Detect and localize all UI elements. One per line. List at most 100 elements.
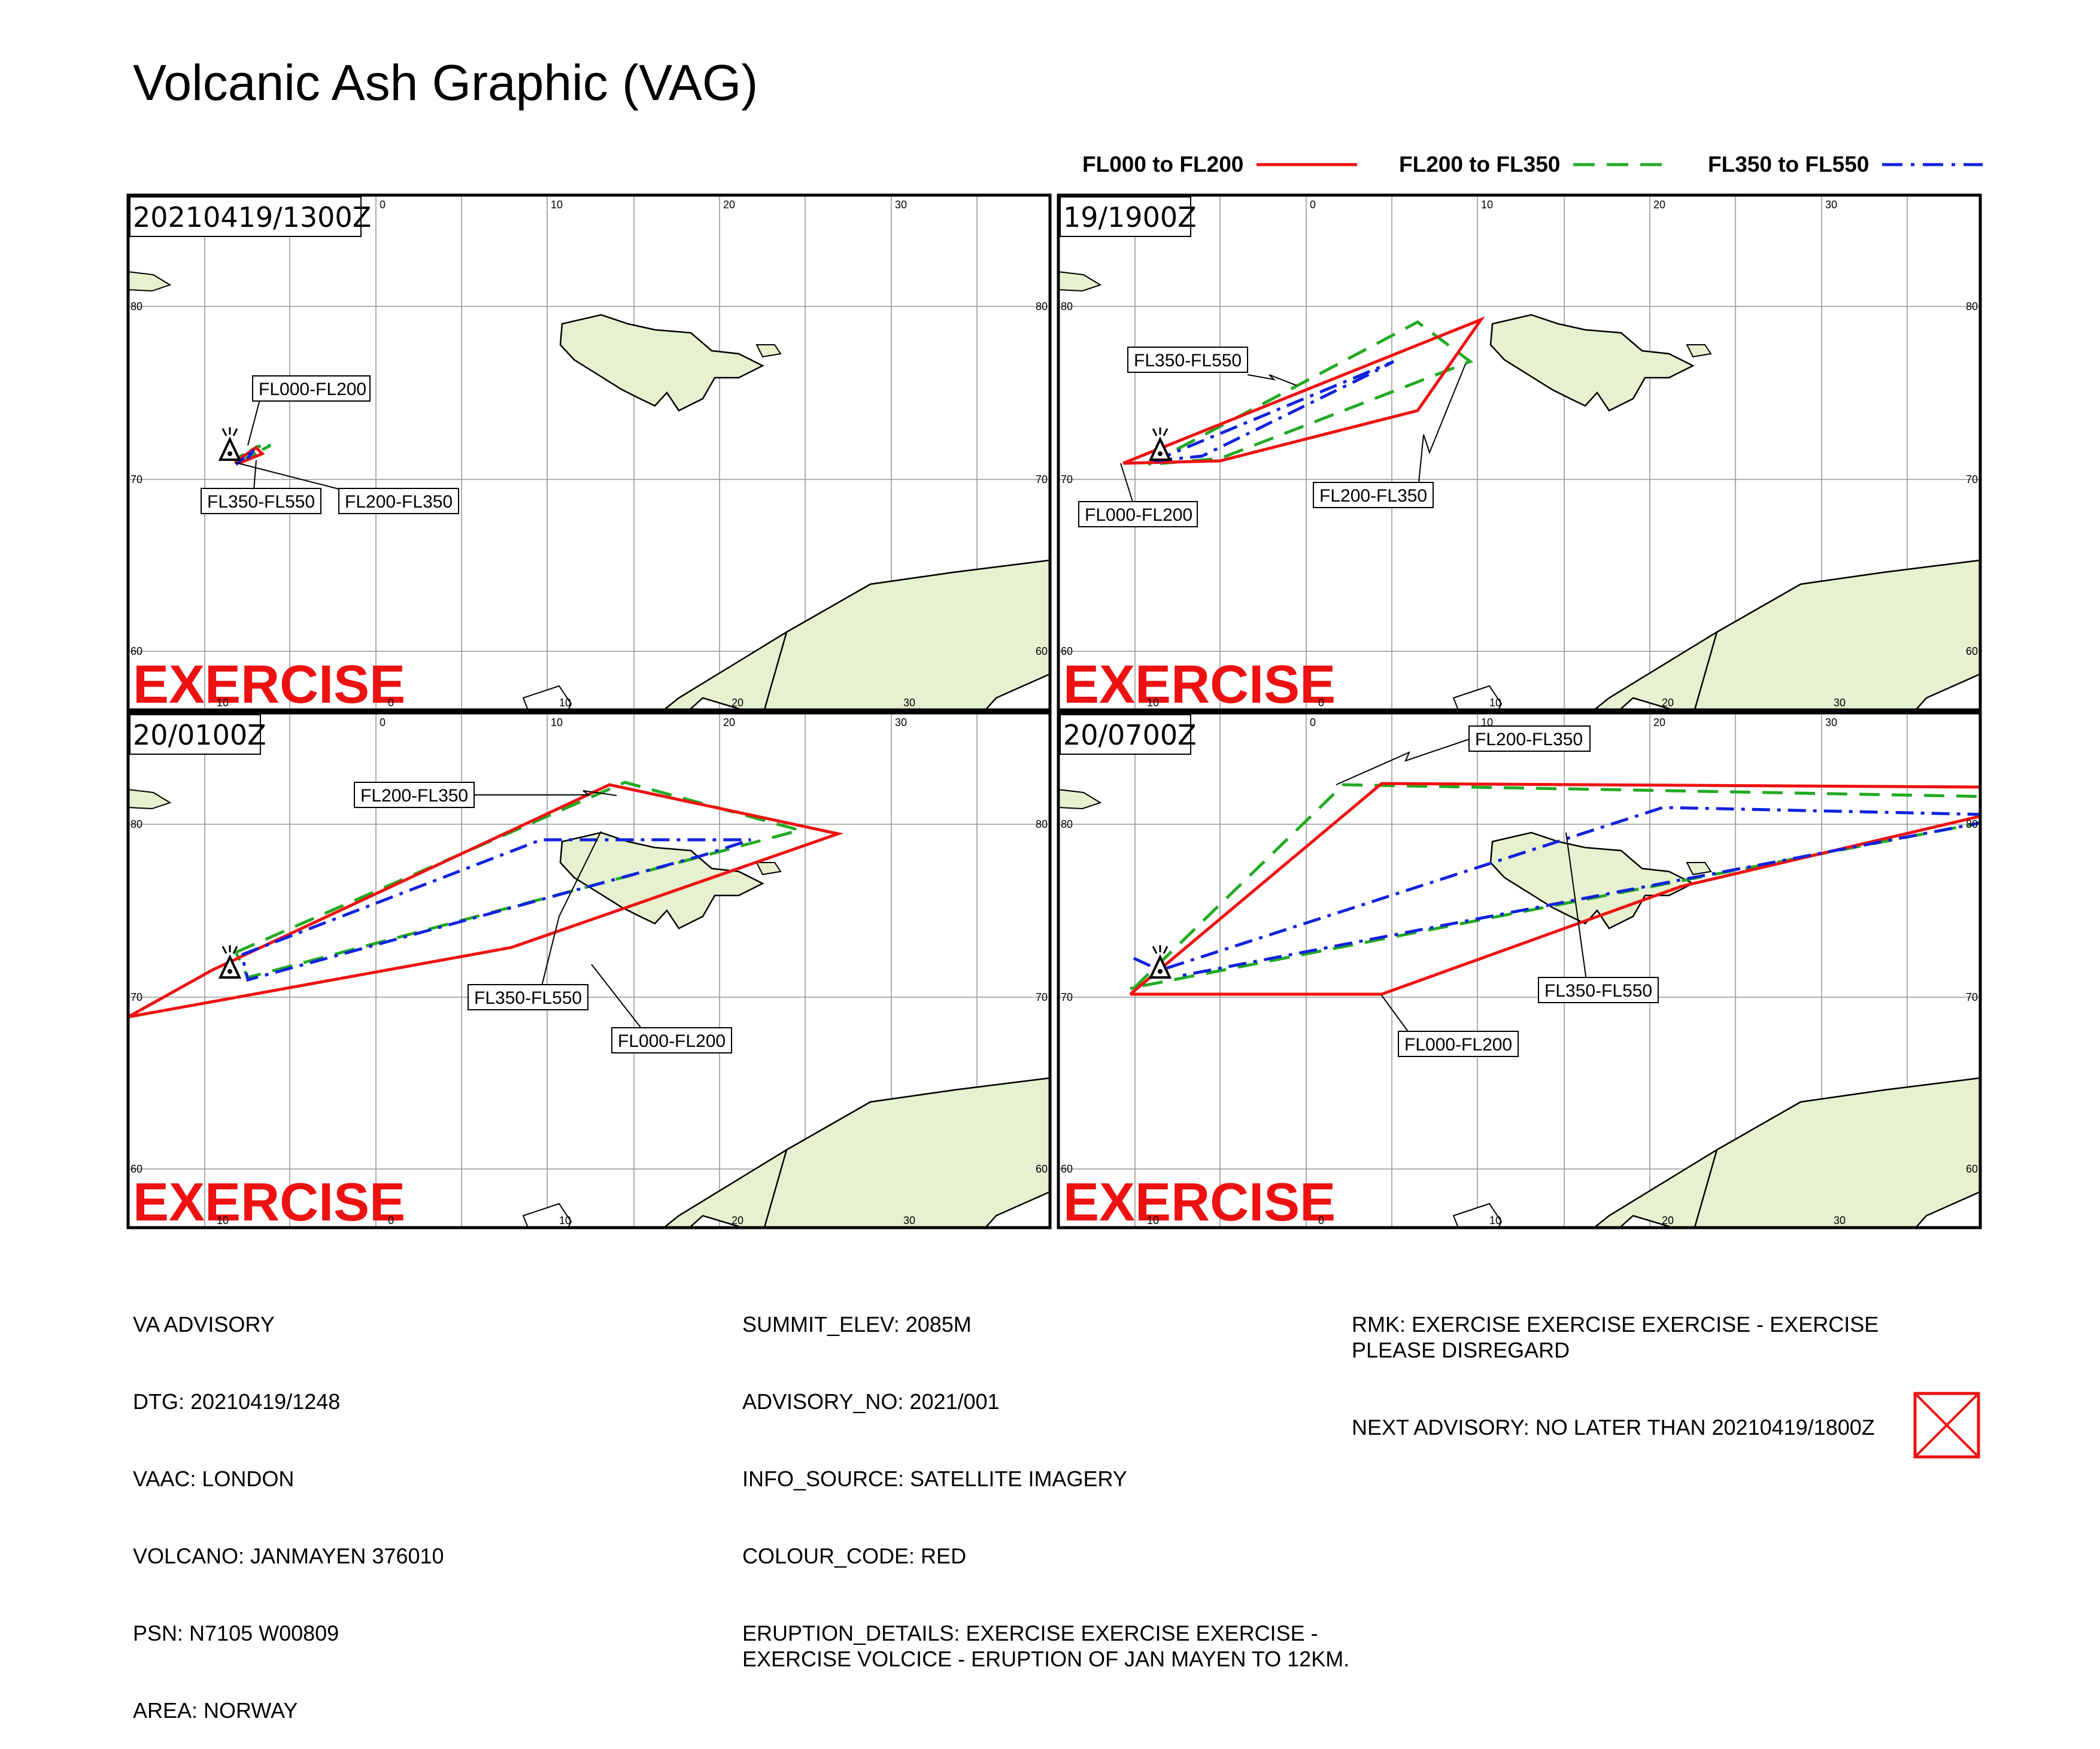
lon-tick-label: 20	[1662, 1214, 1674, 1226]
lon-tick-label: 20	[1662, 697, 1674, 709]
lon-tick-label: 10	[1481, 199, 1493, 211]
layer-label: FL350-FL550	[207, 492, 315, 512]
va-map-grid: EXERCISE 20210419/1300Z FL000-FL200 FL35…	[126, 193, 1982, 1232]
exercise-watermark: EXERCISE	[1063, 655, 1336, 715]
lon-tick-label: 20	[732, 1214, 744, 1226]
advisory-line: VOLCANO: JANMAYEN 376010	[133, 1544, 444, 1568]
lon-tick-label: 30	[1825, 716, 1837, 728]
map-panel-1: EXERCISE 20210419/1300Z FL000-FL200 FL35…	[126, 193, 1052, 715]
lon-tick-label: 10	[1147, 1214, 1159, 1226]
layer-label: FL200-FL350	[345, 492, 453, 512]
panel-time: 20/0700Z	[1063, 719, 1197, 751]
legend-label-fl200: FL200 to FL350	[1399, 152, 1561, 177]
advisory-column-mid: SUMMIT_ELEV: 2085M ADVISORY_NO: 2021/001…	[742, 1260, 1353, 1698]
lon-tick-label: 0	[388, 1214, 394, 1226]
fl200-ash-area	[1130, 783, 1980, 990]
lat-tick-label: 60	[131, 645, 142, 657]
lat-tick-label: 70	[1061, 473, 1073, 485]
lat-tick-label: 80	[1036, 300, 1048, 312]
lon-tick-label: 30	[895, 716, 907, 728]
layer-label: FL200-FL350	[1319, 486, 1427, 506]
advisory-line: DTG: 20210419/1248	[133, 1389, 341, 1414]
lat-tick-label: 60	[1966, 1163, 1978, 1175]
lon-tick-label: 0	[1318, 697, 1324, 709]
lon-tick-label: 10	[1147, 697, 1159, 709]
layer-label: FL350-FL550	[1544, 981, 1652, 1001]
lat-tick-label: 80	[1036, 818, 1048, 830]
lon-tick-label: 20	[732, 697, 744, 709]
dashed-line-icon	[1573, 163, 1674, 166]
advisory-line: VA ADVISORY	[133, 1312, 275, 1337]
advisory-line: INFO_SOURCE: SATELLITE IMAGERY	[742, 1466, 1127, 1491]
lat-tick-label: 70	[1036, 991, 1048, 1003]
advisory-line: PSN: N7105 W00809	[133, 1621, 339, 1645]
dashdot-line-icon	[1882, 163, 1983, 166]
lon-tick-label: 0	[1310, 716, 1316, 728]
advisory-line: ADVISORY_NO: 2021/001	[742, 1389, 1000, 1414]
lat-tick-label: 70	[1036, 473, 1048, 485]
exercise-cross-icon	[1913, 1392, 1980, 1459]
fl350-ash-area	[1133, 806, 1980, 978]
lon-tick-label: 10	[217, 697, 229, 709]
legend-label-fl000: FL000 to FL200	[1082, 152, 1244, 177]
layer-label: FL000-FL200	[1085, 505, 1192, 525]
lon-tick-label: 0	[380, 716, 386, 728]
fl000-ash-area	[128, 783, 844, 1019]
lat-tick-label: 60	[1966, 645, 1978, 657]
lat-tick-label: 80	[1966, 818, 1978, 830]
lon-tick-label: 0	[1318, 1214, 1324, 1226]
layer-label: FL200-FL350	[1475, 730, 1583, 749]
exercise-watermark: EXERCISE	[133, 1173, 405, 1232]
layer-label: FL350-FL550	[1134, 351, 1242, 371]
legend-item-fl000: FL000 to FL200	[1082, 147, 1358, 183]
panel-time: 19/1900Z	[1063, 201, 1197, 233]
page-title: Volcanic Ash Graphic (VAG)	[133, 54, 758, 111]
advisory-column-left: VA ADVISORY DTG: 20210419/1248 VAAC: LON…	[133, 1260, 708, 1749]
lon-tick-label: 10	[217, 1214, 229, 1226]
advisory-column-right: RMK: EXERCISE EXERCISE EXERCISE - EXERCI…	[1352, 1260, 1944, 1466]
lon-tick-label: 30	[1825, 199, 1837, 211]
lat-tick-label: 80	[131, 300, 142, 312]
lat-tick-label: 80	[1966, 300, 1978, 312]
lon-tick-label: 10	[551, 716, 563, 728]
lat-tick-label: 70	[1966, 991, 1978, 1003]
lon-tick-label: 30	[1834, 697, 1846, 709]
lat-tick-label: 80	[1061, 300, 1073, 312]
lat-tick-label: 60	[1061, 1163, 1073, 1175]
legend-label-fl350: FL350 to FL550	[1708, 152, 1870, 177]
map-panel-3: EXERCISE 20/0100Z FL200-FL350 FL350-FL55…	[126, 711, 1052, 1232]
lat-tick-label: 80	[131, 818, 142, 830]
legend-item-fl200: FL200 to FL350	[1399, 147, 1675, 183]
advisory-line: RMK: EXERCISE EXERCISE EXERCISE - EXERCI…	[1352, 1312, 1879, 1362]
fl000-ash-area	[1129, 782, 1980, 996]
lon-tick-label: 0	[388, 697, 394, 709]
lon-tick-label: 30	[1834, 1214, 1846, 1226]
exercise-watermark: EXERCISE	[1063, 1173, 1336, 1232]
layer-label: FL000-FL200	[1404, 1035, 1512, 1055]
lat-tick-label: 60	[1061, 645, 1073, 657]
lon-tick-label: 10	[1481, 716, 1493, 728]
lat-tick-label: 70	[1966, 473, 1978, 485]
lon-tick-label: 10	[551, 199, 563, 211]
layer-label: FL000-FL200	[259, 379, 366, 399]
lon-tick-label: 20	[723, 199, 735, 211]
map-panel-2: EXERCISE 19/1900Z FL350-FL550 FL000-FL20…	[1057, 193, 1982, 715]
lon-tick-label: 30	[903, 697, 915, 709]
advisory-line: VAAC: LONDON	[133, 1466, 295, 1491]
map-panel-4: EXERCISE 20/0700Z FL200-FL350 FL350-FL55…	[1057, 711, 1982, 1232]
lon-tick-label: 10	[559, 1214, 571, 1226]
lon-tick-label: 10	[1489, 697, 1501, 709]
advisory-line: NEXT ADVISORY: NO LATER THAN 20210419/18…	[1352, 1415, 1875, 1440]
lon-tick-label: 30	[903, 1214, 915, 1226]
advisory-line: COLOUR_CODE: RED	[742, 1544, 967, 1568]
advisory-line: SUMMIT_ELEV: 2085M	[742, 1312, 972, 1337]
advisory-line: ERUPTION_DETAILS: EXERCISE EXERCISE EXER…	[742, 1621, 1350, 1671]
exercise-watermark: EXERCISE	[133, 655, 405, 715]
fl350-ash-area	[235, 449, 256, 466]
lat-tick-label: 60	[131, 1163, 142, 1175]
lat-tick-label: 70	[131, 473, 142, 485]
lon-tick-label: 10	[559, 697, 571, 709]
legend-item-fl350: FL350 to FL550	[1708, 147, 1984, 183]
lon-tick-label: 20	[1653, 199, 1665, 211]
lon-tick-label: 20	[1653, 716, 1665, 728]
